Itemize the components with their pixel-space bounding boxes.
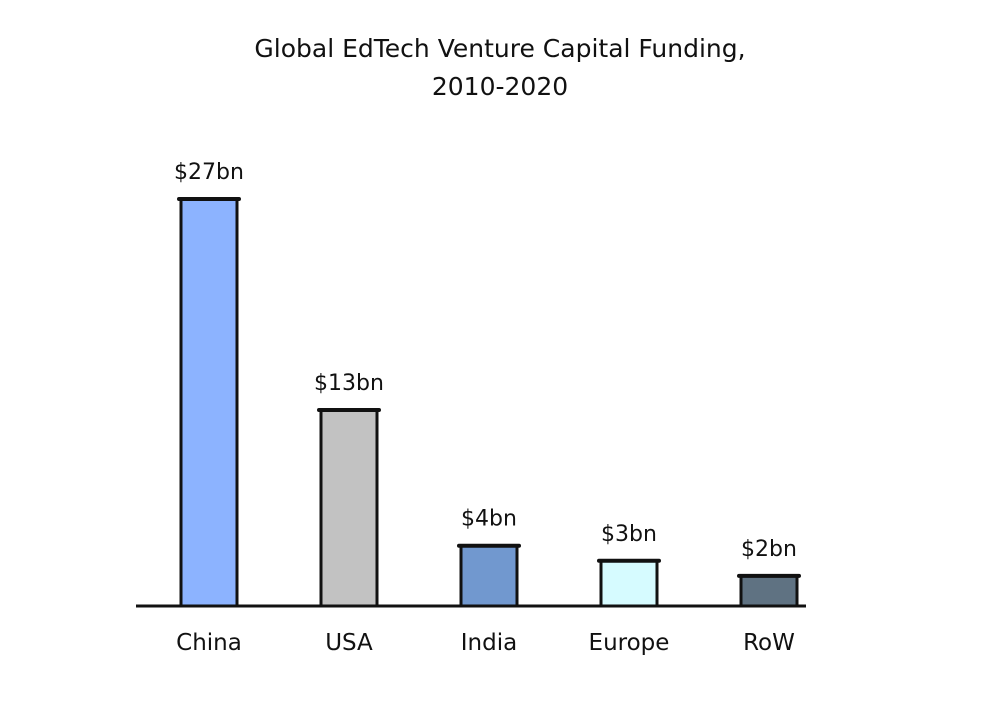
data-label-europe: $3bn	[601, 522, 657, 547]
bar-india	[459, 544, 519, 608]
bar-row	[739, 574, 799, 608]
data-label-usa: $13bn	[314, 371, 384, 396]
x-tick-label-europe: Europe	[589, 630, 670, 656]
chart-title: Global EdTech Venture Capital Funding,	[254, 34, 746, 63]
x-tick-label-row: RoW	[743, 630, 795, 656]
bars-layer	[177, 197, 801, 608]
x-tick-label-usa: USA	[325, 630, 373, 656]
labels-layer: $27bn China $13bn USA $4bn India $3bn Europe $2b…	[174, 160, 797, 656]
bar-china	[179, 197, 239, 608]
bar-europe	[599, 559, 659, 608]
data-label-india: $4bn	[461, 507, 517, 532]
x-tick-label-india: India	[461, 630, 517, 656]
data-label-row: $2bn	[741, 537, 797, 562]
bar-usa	[319, 408, 379, 608]
x-tick-label-china: China	[176, 630, 242, 656]
chart-title-block: Global EdTech Venture Capital Funding, 2…	[0, 30, 1000, 106]
data-label-china: $27bn	[174, 160, 244, 185]
chart-subtitle: 2010-2020	[431, 72, 569, 101]
